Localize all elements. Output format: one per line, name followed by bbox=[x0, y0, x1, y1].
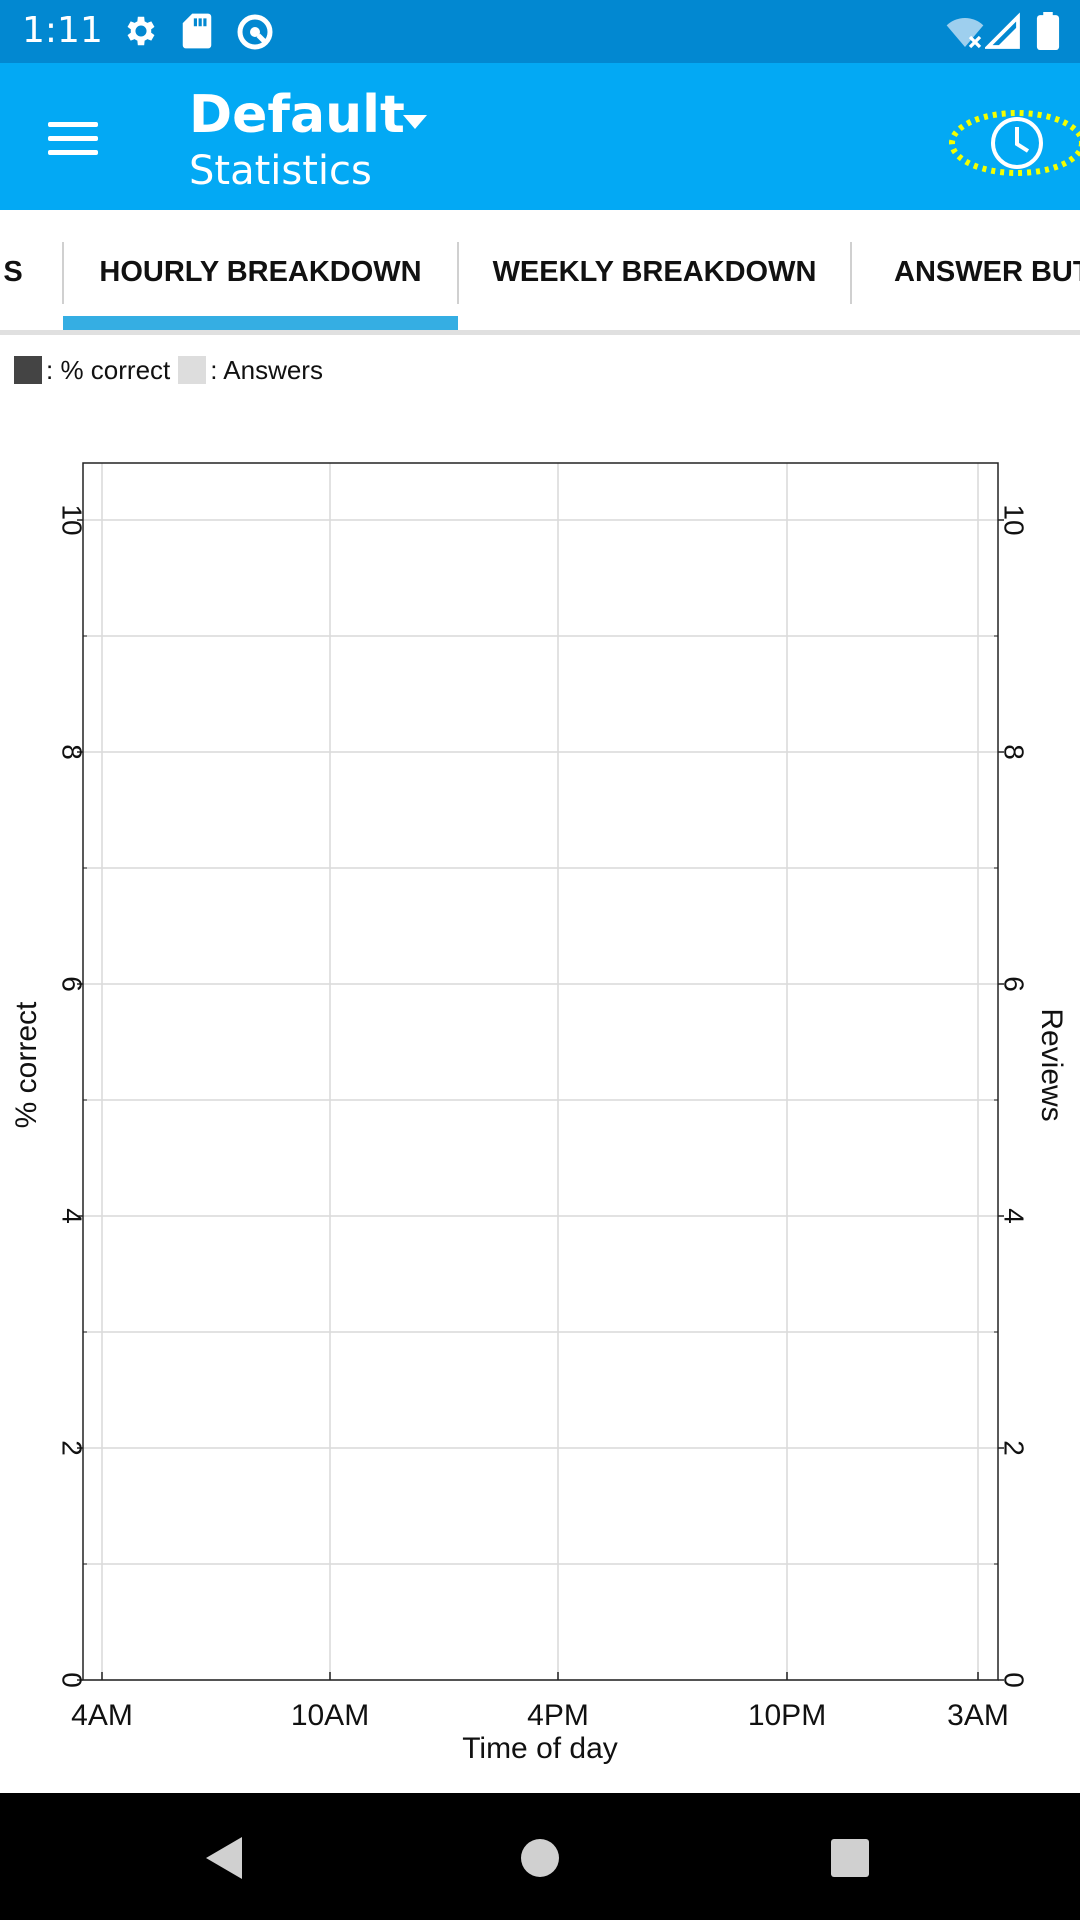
y-tick-label-left: 2 bbox=[57, 1440, 88, 1456]
hamburger-menu-icon[interactable] bbox=[38, 103, 108, 173]
home-icon[interactable] bbox=[505, 1823, 575, 1893]
tab-indicator bbox=[63, 316, 458, 330]
app-bar: Default Statistics bbox=[0, 63, 1080, 210]
sd-card-icon bbox=[180, 12, 214, 55]
tab-answer-buttons[interactable]: ANSWER BUT bbox=[894, 256, 1080, 288]
wifi-off-icon bbox=[945, 12, 985, 57]
tab-divider bbox=[62, 242, 64, 304]
y-tick-label-right: 10 bbox=[999, 504, 1030, 535]
page-subtitle: Statistics bbox=[189, 148, 372, 194]
plot-frame bbox=[82, 462, 999, 1681]
tab-hourly-breakdown[interactable]: HOURLY BREAKDOWN bbox=[99, 256, 422, 288]
y-tick-label-left: 8 bbox=[57, 744, 88, 760]
y-tick-label-right: 8 bbox=[999, 744, 1030, 760]
legend-swatch-answers bbox=[178, 356, 207, 384]
x-tick-label: 10PM bbox=[748, 1699, 826, 1732]
tab-bar: S HOURLY BREAKDOWN WEEKLY BREAKDOWN ANSW… bbox=[0, 210, 1080, 335]
y-tick-label-left: 0 bbox=[57, 1672, 88, 1688]
x-axis-title: Time of day bbox=[462, 1732, 618, 1765]
x-tick-label: 4AM bbox=[71, 1699, 133, 1732]
legend-swatch-correct bbox=[14, 356, 42, 384]
y-axis-title-left: % correct bbox=[10, 1001, 43, 1128]
legend-label-answers: : Answers bbox=[210, 354, 323, 385]
x-tick-label: 10AM bbox=[291, 1699, 369, 1732]
tab-divider bbox=[457, 242, 459, 304]
legend-label-correct: : % correct bbox=[46, 354, 171, 385]
y-tick-label-right: 2 bbox=[999, 1440, 1030, 1456]
navigation-bar bbox=[0, 1793, 1080, 1920]
y-tick-label-right: 4 bbox=[999, 1208, 1030, 1224]
signal-icon bbox=[983, 12, 1021, 57]
y-tick-label-right: 6 bbox=[999, 976, 1030, 992]
y-tick-label-left: 4 bbox=[57, 1208, 88, 1224]
gear-icon bbox=[122, 12, 160, 55]
y-tick-label-left: 6 bbox=[57, 976, 88, 992]
tab-weekly-breakdown[interactable]: WEEKLY BREAKDOWN bbox=[492, 256, 817, 288]
tab-previous[interactable]: S bbox=[3, 256, 23, 288]
deck-title[interactable]: Default bbox=[189, 85, 405, 145]
recents-icon[interactable] bbox=[815, 1823, 885, 1893]
status-time: 1:11 bbox=[22, 10, 103, 51]
y-tick-label-left: 10 bbox=[57, 504, 88, 535]
x-tick-label: 4PM bbox=[527, 1699, 589, 1732]
status-bar: 1:11 bbox=[0, 0, 1080, 63]
clock-icon[interactable] bbox=[945, 103, 1080, 183]
chart-legend: : % correct : Answers bbox=[14, 350, 323, 390]
chart-canvas: 0 0 2 2 4 4 6 6 8 8 10 10 4AM 10AM 4PM 10PM 3AM Time of d… bbox=[10, 462, 1068, 1765]
hourly-breakdown-chart: 0 0 2 2 4 4 6 6 8 8 10 10 4AM 10AM 4PM 10PM 3AM Time of d… bbox=[0, 440, 1080, 1770]
back-icon[interactable] bbox=[190, 1823, 260, 1893]
y-tick-label-right: 0 bbox=[999, 1672, 1030, 1688]
y-axis-title-right: Reviews bbox=[1035, 1008, 1068, 1121]
tab-divider bbox=[850, 242, 852, 304]
vpn-key-icon bbox=[235, 12, 275, 57]
x-tick-label: 3AM bbox=[947, 1699, 1009, 1732]
dropdown-arrow-icon[interactable] bbox=[395, 103, 435, 143]
battery-icon bbox=[1036, 12, 1060, 55]
